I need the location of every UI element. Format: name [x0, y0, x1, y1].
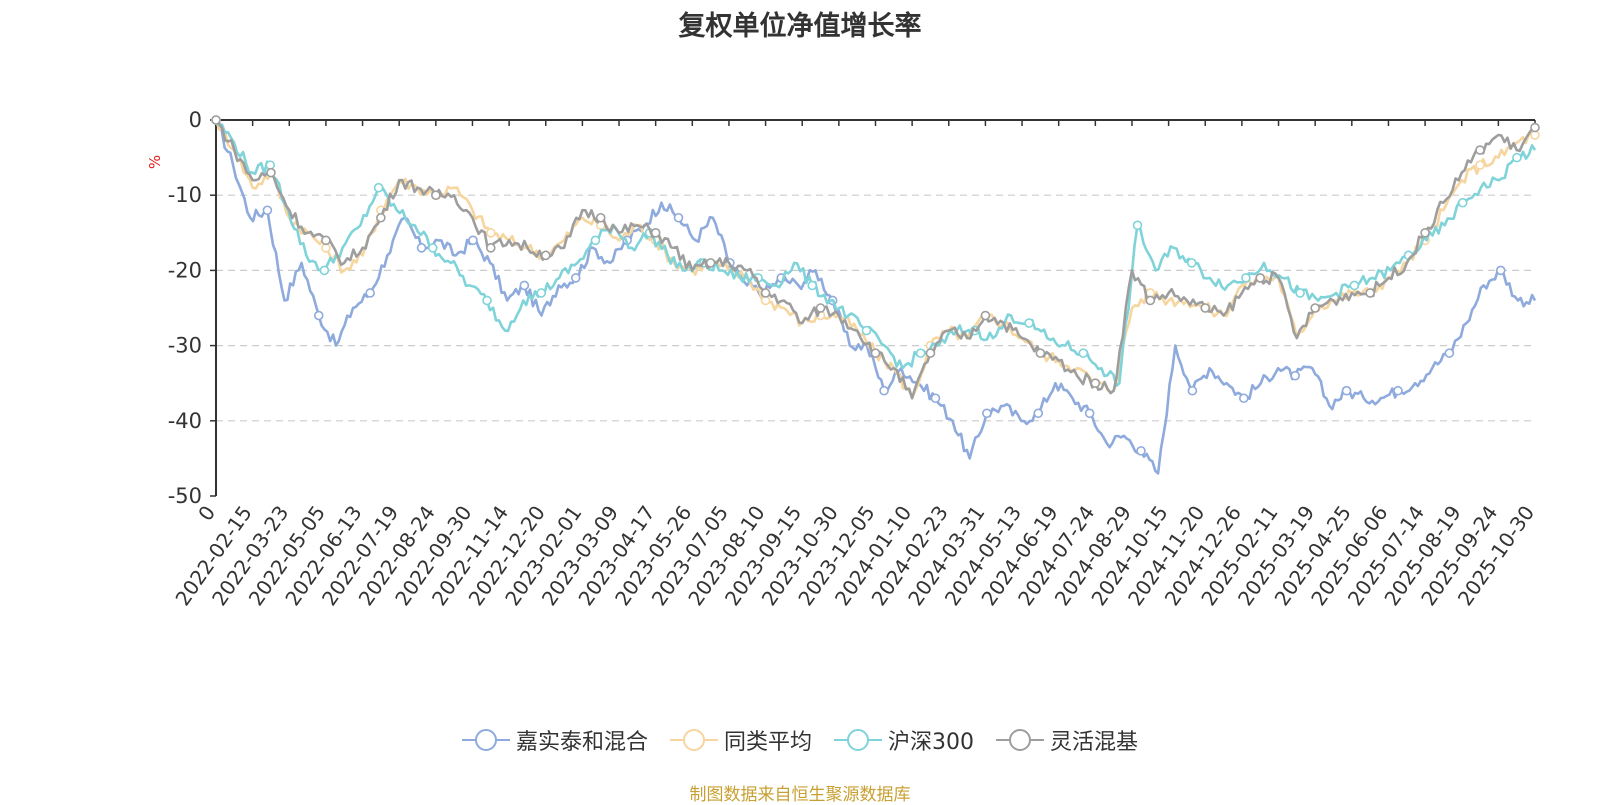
series-point-fund	[313, 310, 324, 321]
series-point-hs300	[1241, 273, 1251, 283]
legend-label-fund: 嘉实泰和混合	[515, 730, 648, 755]
series-point-hs300	[536, 288, 547, 298]
series-point-flex_mix	[595, 212, 606, 223]
legend-label-hs300: 沪深300	[888, 730, 974, 755]
series-point-fund	[1084, 408, 1095, 419]
series-point-peer_avg	[1475, 160, 1485, 170]
y-tick-label: -20	[168, 258, 202, 282]
series-point-fund	[1238, 393, 1249, 404]
series-point-hs300	[482, 295, 492, 306]
series-point-flex_mix	[980, 310, 991, 321]
series-point-flex_mix	[870, 348, 881, 358]
series-point-flex_mix	[321, 235, 331, 246]
series-point-hs300	[807, 280, 818, 291]
series-point-fund	[1341, 385, 1352, 396]
series-point-hs300	[915, 348, 926, 358]
series-point-hs300	[373, 182, 384, 193]
source-note: 制图数据来自恒生聚源数据库	[689, 785, 911, 805]
legend-item-peer-avg[interactable]: 同类平均	[669, 724, 812, 756]
legend-hs300-circle-icon	[834, 729, 882, 751]
series-point-fund	[570, 273, 581, 283]
legend-flex-mix-circle-icon	[996, 729, 1044, 751]
series-point-fund	[1187, 385, 1198, 396]
series-point-hs300	[1295, 288, 1305, 298]
series-point-fund	[416, 243, 427, 253]
series-point-flex_mix	[1530, 122, 1540, 133]
series-point-fund	[1136, 446, 1146, 456]
series-point-hs300	[590, 235, 601, 246]
series-point-flex_mix	[925, 348, 936, 358]
legend-item-hs300[interactable]: 沪深300	[834, 724, 974, 756]
series-point-flex_mix	[431, 190, 441, 200]
series-point-flex_mix	[1420, 228, 1430, 238]
y-tick-label: 0	[189, 108, 202, 132]
series-point-fund	[1444, 348, 1455, 358]
series-point-flex_mix	[1200, 303, 1211, 313]
series-point-fund	[519, 280, 530, 291]
series-point-fund	[930, 393, 941, 404]
y-axis-unit-label: %	[146, 155, 164, 169]
chart-title: 复权单位净值增长率	[678, 11, 922, 42]
series-point-flex_mix	[266, 167, 276, 178]
series-point-fund	[982, 408, 992, 419]
y-tick-label: -50	[168, 484, 202, 508]
series-point-hs300	[1349, 280, 1360, 291]
series-point-fund	[365, 288, 375, 298]
series-point-flex_mix	[705, 258, 716, 268]
series-point-flex_mix	[815, 303, 826, 313]
series-point-flex_mix	[760, 288, 771, 298]
legend-fund-circle-icon	[461, 729, 510, 751]
series-point-hs300	[1457, 197, 1468, 208]
series-point-flex_mix	[1310, 303, 1320, 313]
series-point-flex_mix	[1365, 288, 1375, 298]
series-point-hs300	[861, 325, 872, 336]
series-point-fund	[1393, 385, 1403, 396]
series-point-hs300	[428, 243, 438, 253]
series-point-hs300	[1024, 318, 1034, 328]
series-point-hs300	[1078, 348, 1089, 358]
series-point-hs300	[1512, 152, 1522, 163]
series-point-flex_mix	[540, 250, 551, 261]
legend-label-flex-mix: 灵活混基	[1050, 730, 1139, 755]
series-point-fund	[468, 235, 478, 246]
series-point-fund	[262, 205, 273, 216]
series-point-flex_mix	[1145, 295, 1156, 306]
series-point-flex_mix	[485, 243, 496, 253]
series-point-flex_mix	[650, 228, 661, 238]
axes	[210, 119, 1536, 497]
legend-item-fund[interactable]: 嘉实泰和混合	[461, 724, 648, 756]
series-point-fund	[673, 212, 684, 223]
series-point-flex_mix	[376, 212, 386, 223]
x-tick-labels: 02022-02-152022-03-232022-05-052022-06-1…	[170, 501, 1539, 610]
series-point-hs300	[319, 265, 330, 276]
y-tick-labels: 0 -10 -20 -30 -40 -50	[168, 108, 202, 508]
series-line-hs300	[214, 119, 1537, 387]
series-point-peer_avg	[485, 228, 496, 238]
legend-label-peer-avg: 同类平均	[723, 730, 812, 755]
series-point-fund	[1495, 265, 1506, 276]
series-point-flex_mix	[1255, 273, 1266, 283]
series-point-hs300	[1132, 220, 1143, 231]
y-tick-label: -30	[168, 334, 202, 358]
legend-item-flex-mix[interactable]: 灵活混基	[996, 724, 1138, 756]
series-point-hs300	[1186, 258, 1197, 268]
legend: 嘉实泰和混合 同类平均 沪深300 灵活混基	[0, 723, 1600, 757]
x-tick-label: 0	[193, 501, 220, 525]
grid-lines	[216, 194, 1535, 422]
y-tick-label: -10	[168, 183, 202, 207]
series-point-flex_mix	[1035, 348, 1046, 358]
series-lines	[211, 115, 1540, 475]
y-tick-label: -40	[168, 409, 202, 433]
series-line-fund	[215, 119, 1537, 475]
series-point-flex_mix	[1090, 378, 1101, 389]
legend-peer-avg-circle-icon	[669, 729, 718, 751]
series-point-fund	[1033, 408, 1044, 419]
series-point-flex_mix	[211, 115, 221, 125]
series-point-fund	[1290, 370, 1300, 381]
series-point-flex_mix	[1475, 145, 1485, 155]
series-point-fund	[879, 385, 889, 396]
